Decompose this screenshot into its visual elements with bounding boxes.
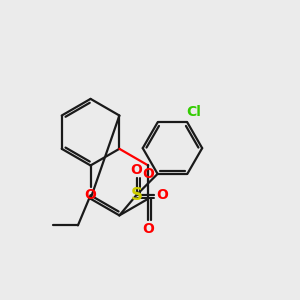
Text: O: O: [156, 188, 168, 202]
Text: S: S: [130, 186, 142, 204]
Text: O: O: [142, 167, 154, 182]
Text: O: O: [85, 188, 97, 202]
Text: O: O: [130, 163, 142, 177]
Text: Cl: Cl: [186, 105, 201, 118]
Text: O: O: [142, 222, 154, 236]
